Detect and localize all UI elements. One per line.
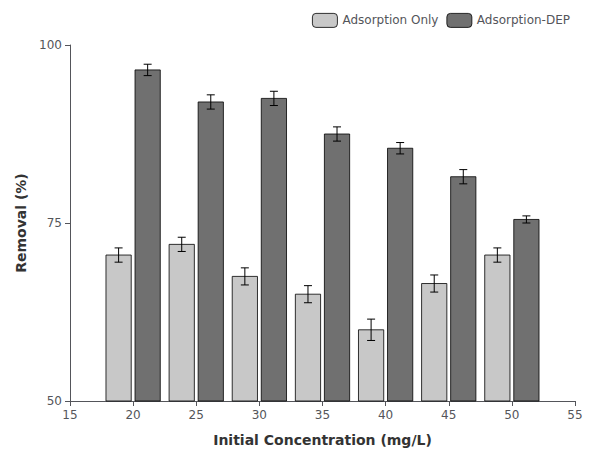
svg-text:45: 45	[441, 408, 456, 422]
svg-text:75: 75	[47, 216, 62, 230]
svg-text:25: 25	[189, 408, 204, 422]
svg-text:20: 20	[125, 408, 140, 422]
svg-text:100: 100	[39, 38, 62, 52]
svg-text:Adsorption-DEP: Adsorption-DEP	[477, 13, 570, 27]
svg-text:Removal (%): Removal (%)	[13, 173, 29, 273]
svg-text:15: 15	[62, 408, 77, 422]
svg-text:50: 50	[47, 394, 62, 408]
svg-text:Initial Concentration (mg/L): Initial Concentration (mg/L)	[213, 432, 432, 448]
svg-text:30: 30	[252, 408, 267, 422]
svg-text:50: 50	[504, 408, 519, 422]
svg-text:40: 40	[378, 408, 393, 422]
svg-text:55: 55	[567, 408, 582, 422]
svg-text:Adsorption Only: Adsorption Only	[342, 13, 438, 27]
svg-text:35: 35	[315, 408, 330, 422]
